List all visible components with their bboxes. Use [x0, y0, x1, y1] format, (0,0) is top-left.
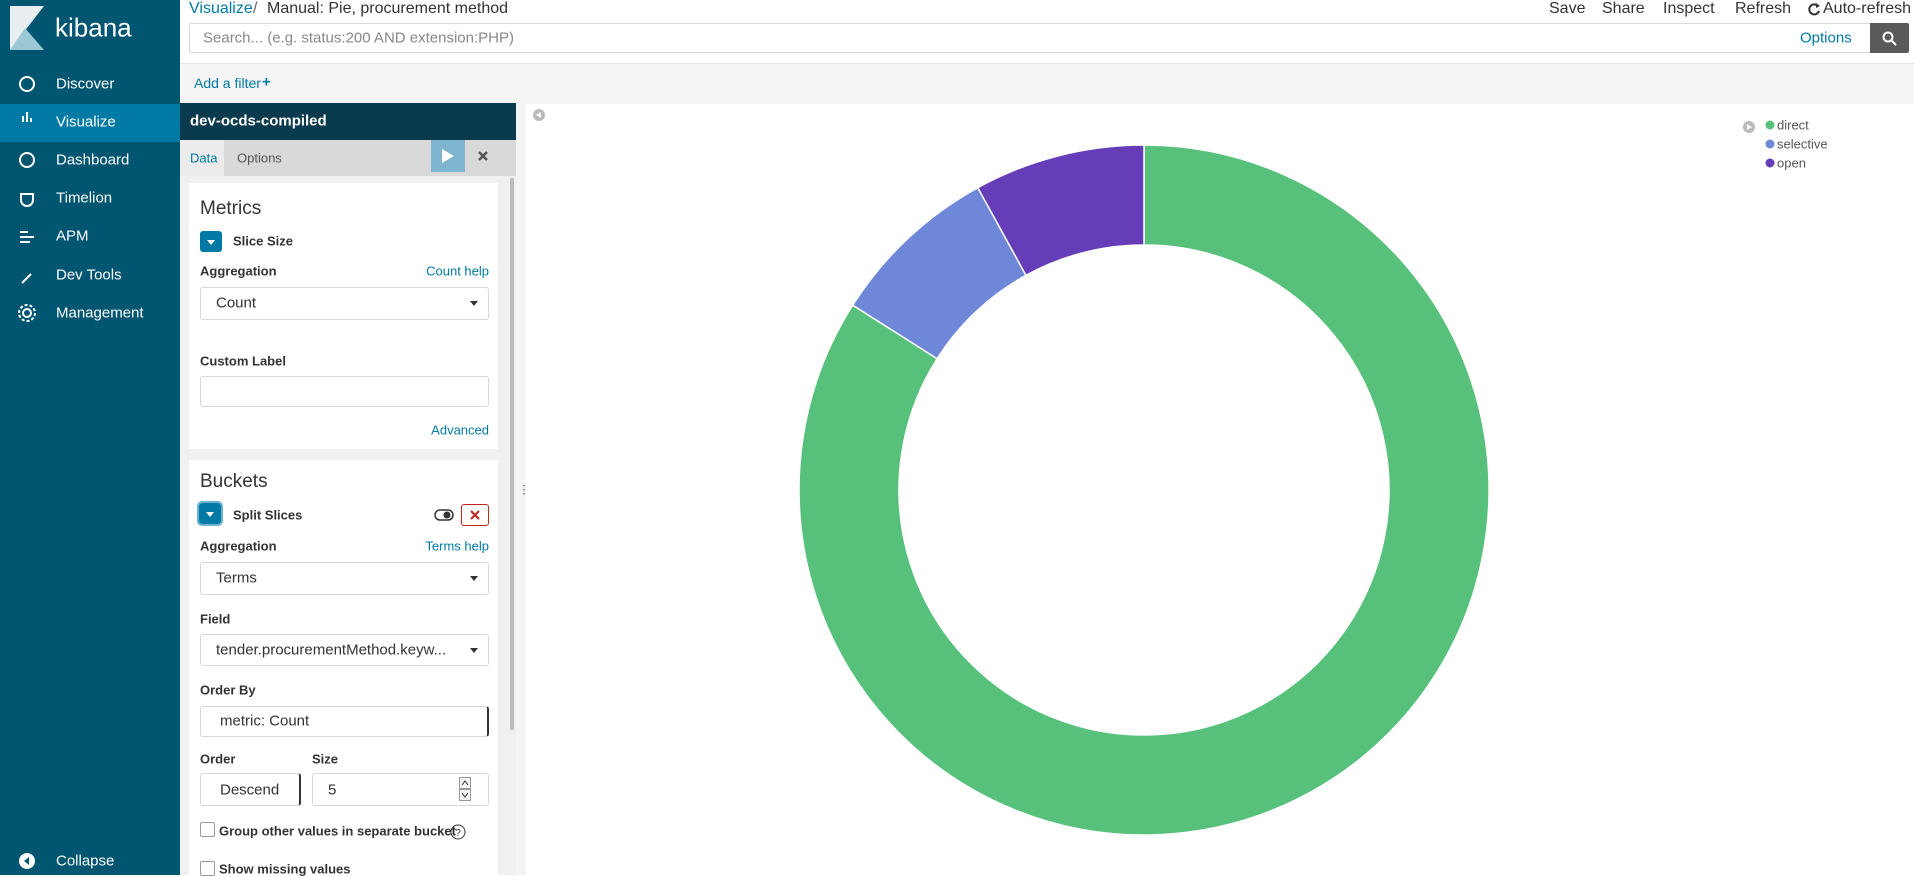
resize-handle[interactable] [516, 103, 526, 875]
breadcrumb-current: Manual: Pie, procurement method [267, 0, 509, 17]
action[interactable]: Auto-refresh [1823, 0, 1912, 17]
refresh-icon [1808, 3, 1820, 16]
tab-bar [180, 140, 516, 176]
action[interactable]: Save [1549, 0, 1586, 17]
field-label: Order [200, 751, 236, 767]
field-label: Order By [200, 682, 256, 698]
field-label: Custom Label [200, 353, 286, 369]
chart: direct selective open [533, 109, 1828, 836]
pie-slice [798, 144, 1490, 836]
action[interactable]: Refresh [1735, 0, 1792, 17]
field-label: Aggregation [200, 538, 277, 554]
pie-slice [976, 144, 1145, 277]
spinner[interactable] [459, 777, 471, 801]
discard-button[interactable] [477, 150, 489, 162]
checkbox-label: Show missing values [219, 861, 351, 877]
sidebar [0, 0, 180, 875]
legend-toggle-arrow [1747, 124, 1752, 130]
active-nav-bg [0, 104, 180, 142]
add-filter[interactable]: Add a filter [194, 75, 261, 91]
search-options[interactable]: Options [1800, 29, 1852, 47]
breadcrumb-separator: / [253, 0, 258, 17]
text-input[interactable] [200, 376, 489, 407]
select[interactable] [200, 773, 301, 806]
select-value: metric: Count [220, 712, 310, 730]
nav-item[interactable]: Management [56, 304, 144, 322]
field-label: Aggregation [200, 263, 277, 279]
tab[interactable]: Data [190, 150, 218, 166]
index-pattern: dev-ocds-compiled [190, 112, 327, 130]
collapse[interactable]: Collapse [56, 852, 115, 870]
select-value: Count [216, 294, 257, 312]
legend-swatch [1765, 139, 1775, 149]
checkbox[interactable] [200, 861, 215, 876]
select-value: Descend [220, 781, 280, 799]
nav-item[interactable]: Discover [56, 75, 115, 93]
active-tab-bg [180, 140, 224, 176]
select[interactable] [200, 562, 489, 595]
scrollbar [510, 178, 514, 730]
action[interactable]: Inspect [1663, 0, 1715, 17]
add-filter-icon: + [262, 73, 271, 91]
index-bar [180, 103, 516, 140]
svg-text:?: ? [455, 828, 461, 839]
enable-toggle[interactable] [434, 508, 454, 522]
select[interactable] [200, 634, 489, 666]
action[interactable]: Share [1602, 0, 1645, 17]
collapse-arrow [536, 112, 541, 118]
nav-item[interactable]: Dashboard [56, 151, 130, 169]
nav-item[interactable]: Visualize [56, 113, 116, 131]
field-label: Size [312, 751, 339, 767]
field-label: Field [200, 611, 231, 627]
section-title: Buckets [200, 471, 268, 492]
agg-name: Split Slices [233, 507, 303, 523]
checkbox-label: Group other values in separate bucket [219, 823, 456, 839]
nav-item[interactable]: Timelion [56, 189, 113, 207]
section-title: Metrics [200, 198, 262, 219]
search-box[interactable] [189, 23, 1871, 53]
kibana-logo [10, 6, 44, 50]
nav-item[interactable]: APM [56, 227, 89, 245]
breadcrumb-link[interactable]: Visualize [189, 0, 253, 17]
input-value: 5 [328, 781, 337, 799]
filter-bar [180, 63, 1914, 104]
search-icon [1882, 31, 1897, 46]
select[interactable] [200, 287, 489, 320]
remove-icon [470, 510, 480, 520]
checkbox[interactable] [200, 822, 215, 837]
legend-label: selective [1777, 137, 1828, 152]
select-value: tender.procurementMethod.keyw... [216, 641, 447, 659]
legend-label: direct [1777, 118, 1809, 133]
legend-swatch [1765, 158, 1775, 168]
nav-icons [18, 76, 36, 322]
agg-name: Slice Size [233, 233, 293, 249]
search-button[interactable] [1870, 23, 1909, 53]
legend-swatch [1765, 120, 1775, 130]
help-icon[interactable]: ? [450, 824, 466, 840]
legend-label: open [1777, 156, 1806, 171]
collapse-icon [19, 853, 35, 869]
help-link[interactable]: Count help [426, 263, 489, 279]
brand: kibana [55, 12, 132, 43]
help-link[interactable]: Terms help [425, 538, 489, 554]
search-placeholder: Search... (e.g. status:200 AND extension… [203, 29, 514, 47]
advanced-link[interactable]: Advanced [431, 422, 489, 438]
select-value: Terms [216, 569, 257, 587]
select[interactable] [200, 706, 489, 737]
tab[interactable]: Options [237, 150, 282, 166]
caret [470, 301, 478, 306]
play-icon [442, 149, 454, 163]
nav-item[interactable]: Dev Tools [56, 266, 122, 284]
